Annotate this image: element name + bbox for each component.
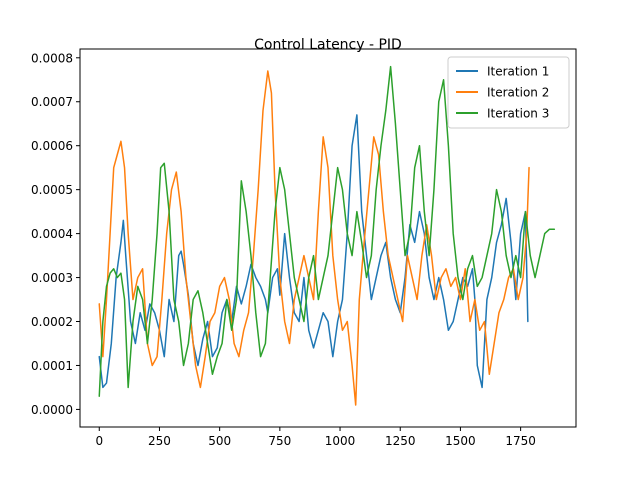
y-axis-ticks: 0.0000 0.0001 0.0002 0.0003 0.0004 0.0005 0.00…	[31, 51, 80, 417]
y-tick-label: 0.0005	[31, 183, 73, 197]
series-line-1	[98, 114, 529, 389]
y-tick-label: 0.0004	[31, 227, 73, 241]
x-tick-label: 250	[148, 434, 171, 448]
legend-label-1: Iteration 1	[487, 65, 549, 79]
y-tick-label: 0.0006	[31, 139, 73, 153]
x-tick-label: 1000	[325, 434, 356, 448]
legend-label-2: Iteration 2	[487, 86, 549, 100]
x-tick-label: 0	[95, 434, 103, 448]
plot-lines	[98, 65, 556, 406]
x-tick-label: 750	[268, 434, 291, 448]
y-tick-label: 0.0003	[31, 271, 73, 285]
x-tick-label: 1500	[445, 434, 476, 448]
legend-label-3: Iteration 3	[487, 107, 549, 121]
y-tick-label: 0.0007	[31, 95, 73, 109]
series-line-3	[98, 65, 556, 397]
plot-frame	[79, 48, 577, 428]
chart-title: Control Latency - PID	[254, 37, 402, 53]
series-line-2	[98, 70, 530, 406]
y-tick-label: 0.0001	[31, 359, 73, 373]
y-tick-label: 0.0008	[31, 51, 73, 65]
x-tick-label: 1750	[505, 434, 536, 448]
x-tick-label: 500	[208, 434, 231, 448]
y-tick-label: 0.0000	[31, 403, 73, 417]
y-tick-label: 0.0002	[31, 315, 73, 329]
x-axis-ticks: 0 250 500 750 1000 1250 1500 1750	[95, 427, 536, 448]
legend-box	[447, 56, 570, 129]
x-tick-label: 1250	[385, 434, 416, 448]
legend: Iteration 1 Iteration 2 Iteration 3	[447, 56, 570, 129]
